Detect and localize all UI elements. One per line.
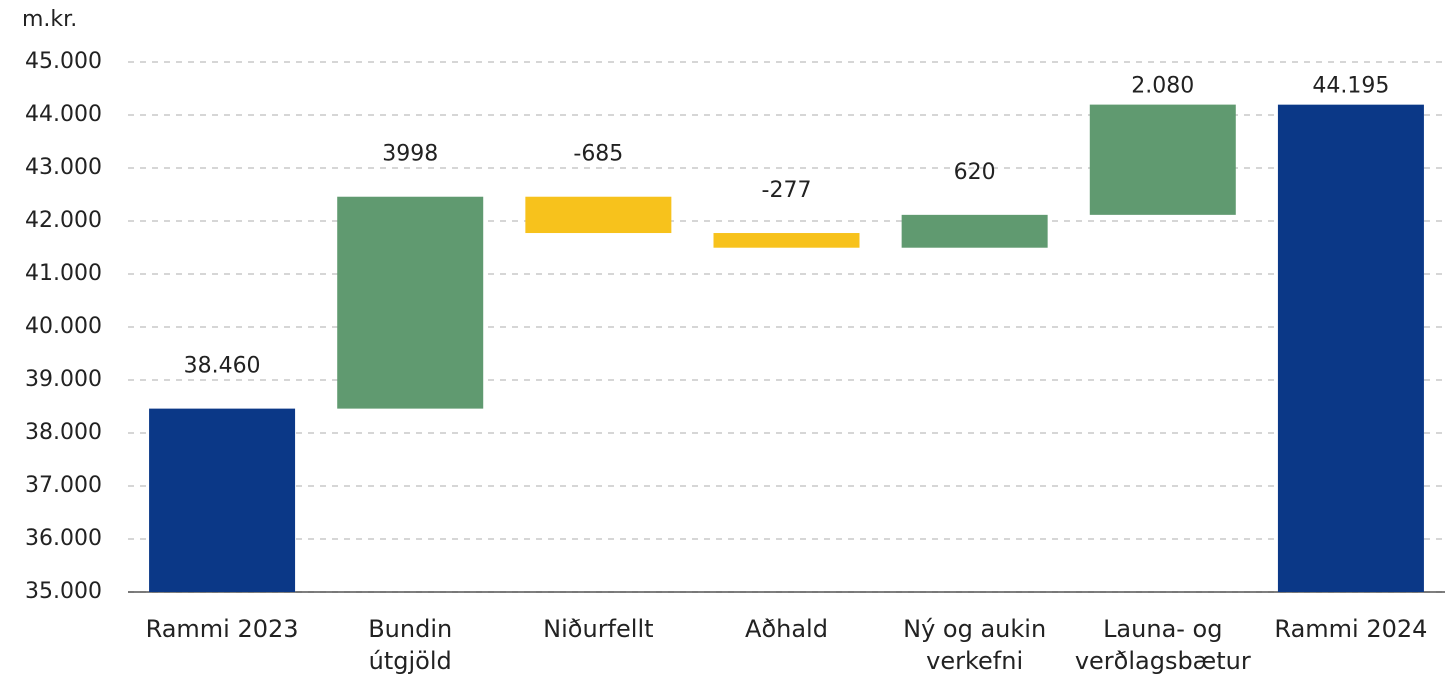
value-label: 38.460	[184, 354, 261, 379]
x-tick-label: Rammi 2024	[1274, 615, 1427, 643]
y-tick-label: 36.000	[25, 526, 102, 551]
y-tick-label: 35.000	[25, 579, 102, 604]
value-label: 2.080	[1131, 74, 1194, 99]
x-tick-label: Bundin útgjöld	[368, 615, 452, 675]
bar	[713, 233, 860, 248]
x-tick-label-line: Rammi 2023	[146, 615, 299, 643]
x-tick-label-line: verkefni	[926, 647, 1023, 675]
x-tick-label-line: Niðurfellt	[543, 615, 653, 643]
bar	[337, 196, 484, 409]
bar	[901, 214, 1048, 248]
value-label: -277	[762, 178, 812, 203]
x-tick-label-line: Aðhald	[745, 615, 828, 643]
x-tick-label: Ný og aukin verkefni	[903, 615, 1046, 675]
x-tick-label-line: Launa- og	[1103, 615, 1222, 643]
x-tick-label-line: Rammi 2024	[1274, 615, 1427, 643]
value-label: 44.195	[1312, 74, 1389, 99]
x-tick-label-line: verðlagsbætur	[1075, 647, 1251, 675]
y-tick-label: 41.000	[25, 261, 102, 286]
y-tick-label: 43.000	[25, 155, 102, 180]
x-tick-label: Launa- og verðlagsbætur	[1075, 615, 1251, 675]
y-tick-label: 45.000	[25, 49, 102, 74]
bar	[1089, 104, 1236, 215]
y-tick-label: 39.000	[25, 367, 102, 392]
x-tick-label: Aðhald	[745, 615, 828, 643]
x-tick-label-line: útgjöld	[369, 647, 452, 675]
y-tick-label: 37.000	[25, 473, 102, 498]
bar	[525, 196, 672, 234]
y-tick-label: 42.000	[25, 208, 102, 233]
y-axis-label: m.kr.	[22, 7, 77, 32]
bar	[1277, 104, 1424, 592]
x-tick-label: Rammi 2023	[146, 615, 299, 643]
value-label: 3998	[382, 142, 438, 167]
y-tick-label: 40.000	[25, 314, 102, 339]
value-label: -685	[573, 142, 623, 167]
x-tick-label-line: Bundin	[368, 615, 452, 643]
x-tick-label-line: Ný og aukin	[903, 615, 1046, 643]
y-tick-label: 38.000	[25, 420, 102, 445]
bar	[149, 408, 296, 592]
x-tick-label: Niðurfellt	[543, 615, 653, 643]
y-tick-label: 44.000	[25, 102, 102, 127]
value-label: 620	[954, 160, 996, 185]
